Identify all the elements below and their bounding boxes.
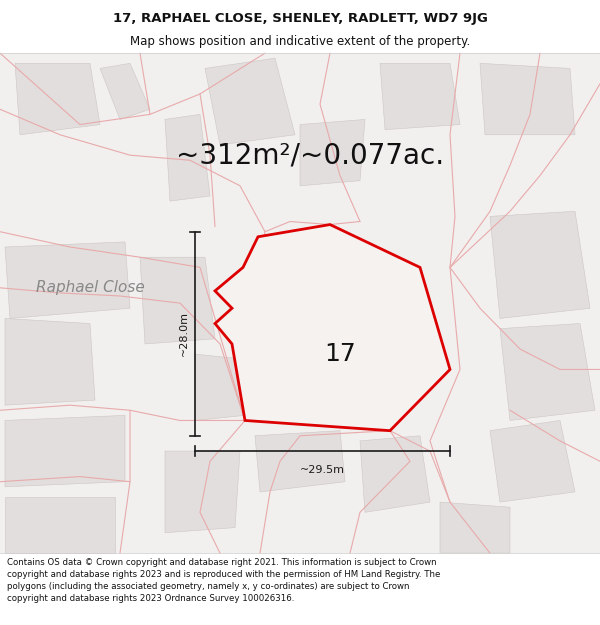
Polygon shape [165, 451, 240, 532]
Polygon shape [440, 502, 510, 553]
Polygon shape [490, 421, 575, 502]
Bar [0, 553, 600, 625]
Bar [0, 53, 600, 553]
Polygon shape [215, 224, 450, 431]
Text: Contains OS data © Crown copyright and database right 2021. This information is : Contains OS data © Crown copyright and d… [7, 558, 440, 602]
Polygon shape [255, 431, 345, 492]
Polygon shape [5, 318, 95, 405]
Polygon shape [140, 258, 215, 344]
Bar [0, 0, 600, 53]
Polygon shape [15, 63, 100, 135]
Text: 17: 17 [324, 342, 356, 366]
Text: 17, RAPHAEL CLOSE, SHENLEY, RADLETT, WD7 9JG: 17, RAPHAEL CLOSE, SHENLEY, RADLETT, WD7… [113, 12, 487, 25]
Polygon shape [300, 119, 365, 186]
Text: ~28.0m: ~28.0m [179, 311, 189, 356]
Text: Map shows position and indicative extent of the property.: Map shows position and indicative extent… [130, 35, 470, 48]
Polygon shape [490, 211, 590, 318]
Polygon shape [165, 114, 210, 201]
Polygon shape [195, 354, 245, 421]
Polygon shape [360, 436, 430, 512]
Text: ~29.5m: ~29.5m [300, 465, 345, 475]
Polygon shape [5, 497, 115, 553]
Polygon shape [205, 58, 295, 145]
Text: Raphael Close: Raphael Close [35, 281, 145, 296]
Polygon shape [380, 63, 460, 129]
Polygon shape [260, 272, 420, 405]
Polygon shape [500, 324, 595, 421]
Polygon shape [480, 63, 575, 135]
Text: ~312m²/~0.077ac.: ~312m²/~0.077ac. [176, 141, 444, 169]
Polygon shape [100, 63, 150, 119]
Polygon shape [5, 242, 130, 318]
Polygon shape [5, 416, 125, 487]
